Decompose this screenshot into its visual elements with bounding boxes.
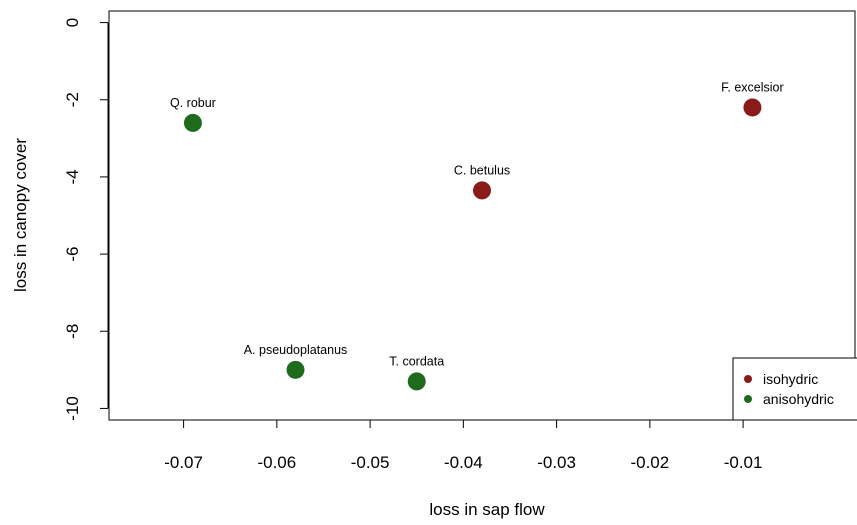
x-tick-label: -0.04 [444,453,483,472]
legend-label: anisohydric [763,391,834,407]
data-points: Q. robur F. excelsior C. betulus A. pseudop… [170,80,784,391]
x-tick-label: -0.02 [630,453,669,472]
data-point-label: Q. robur [170,96,216,110]
legend-marker [744,395,752,403]
y-tick-label: -2 [63,92,82,107]
x-tick-label: -0.01 [724,453,763,472]
y-tick-label: -6 [63,247,82,262]
legend-label: isohydric [763,371,818,387]
data-point [743,98,762,117]
data-point-label: C. betulus [454,163,510,177]
y-tick-label: -10 [63,396,82,421]
data-point [473,181,491,200]
axes: -0.07 -0.06 -0.05 -0.04 -0.03 -0.02 -0.01 0 -2 -4… [11,10,856,519]
y-axis-title: loss in canopy cover [11,138,30,292]
legend-marker [744,375,752,383]
data-point [286,360,305,379]
data-point-label: A. pseudoplatanus [244,343,348,357]
x-tick-label: -0.03 [537,453,576,472]
y-tick-label: -4 [63,169,82,184]
legend-box [732,357,857,421]
y-tick-label: -8 [63,324,82,339]
x-tick-label: -0.07 [164,453,203,472]
x-axis-title: loss in sap flow [429,500,545,519]
data-point [407,372,426,391]
data-point [183,113,202,132]
y-tick-label: 0 [63,18,82,27]
data-point-label: F. excelsior [721,80,784,94]
x-tick-label: -0.05 [351,453,390,472]
data-point-label: T. cordata [389,354,444,368]
x-tick-label: -0.06 [257,453,296,472]
legend: isohydric anisohydric [732,357,857,421]
